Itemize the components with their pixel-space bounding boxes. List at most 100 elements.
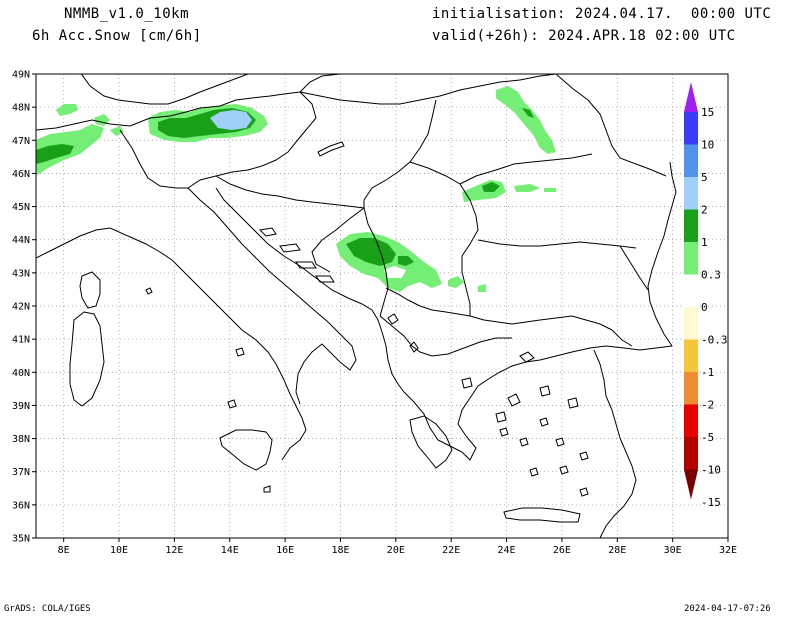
border <box>199 91 301 109</box>
snow-area-medium <box>346 238 396 266</box>
island <box>263 485 271 493</box>
colorbar-label: 5 <box>701 171 708 184</box>
colorbar-label: 2 <box>701 204 708 217</box>
island <box>227 399 237 409</box>
border <box>311 207 365 273</box>
colorbar-label: -0.3 <box>701 334 728 347</box>
colorbar-label: -1 <box>701 366 714 379</box>
colorbar-swatch <box>684 177 698 210</box>
lat-label: 39N <box>12 401 30 412</box>
coastline <box>593 349 637 538</box>
lon-label: 14E <box>221 545 239 556</box>
colorbar-arrow-top <box>684 82 698 112</box>
colorbar-swatch <box>684 274 698 307</box>
island <box>555 437 565 447</box>
lon-label: 26E <box>553 545 571 556</box>
colorbar-swatch <box>684 242 698 275</box>
lon-label: 8E <box>58 545 70 556</box>
graticule <box>36 74 728 538</box>
colorbar-label: -15 <box>701 496 721 509</box>
lat-label: 46N <box>12 169 30 180</box>
coastline <box>403 345 673 461</box>
colorbar: 15 10 5 2 1 0.3 0 -0.3 -1 -2 -5 -10 -15 <box>684 82 728 509</box>
island <box>499 427 509 437</box>
border <box>519 74 557 81</box>
island <box>579 487 589 497</box>
island <box>279 243 301 253</box>
colorbar-arrow-bottom <box>684 469 698 500</box>
snow-area-light <box>94 114 110 126</box>
snow-area-medium <box>522 108 534 118</box>
snow-area-light <box>544 188 556 192</box>
border <box>477 239 637 249</box>
colorbar-swatch <box>684 404 698 437</box>
snow-area-light <box>110 126 124 136</box>
field-title: 6h Acc.Snow [cm/6h] <box>32 28 202 44</box>
border <box>215 175 365 209</box>
snow-area-medium <box>398 256 414 266</box>
border <box>555 74 667 177</box>
border <box>299 79 521 105</box>
coastline <box>36 227 173 261</box>
island <box>295 261 317 269</box>
colorbar-label: 15 <box>701 106 714 119</box>
border <box>299 74 341 93</box>
colorbar-label: 1 <box>701 236 708 249</box>
island <box>559 465 569 475</box>
island <box>539 385 551 397</box>
colorbar-label: 10 <box>701 139 714 152</box>
coastline <box>647 161 677 347</box>
latitude-labels: 49N 48N 47N 46N 45N 44N 43N 42N 41N 40N 39N 38N 37N 3… <box>12 70 36 545</box>
colorbar-label: -5 <box>701 431 714 444</box>
lon-label: 20E <box>387 545 405 556</box>
colorbar-label: -2 <box>701 399 714 412</box>
border <box>119 129 188 189</box>
border <box>461 256 471 316</box>
lat-label: 36N <box>12 500 30 511</box>
island <box>258 227 277 237</box>
snow-area-light <box>478 284 486 292</box>
snow-area-light <box>448 276 464 288</box>
lon-label: 18E <box>331 545 349 556</box>
longitude-labels: 8E 10E 12E 14E 16E 18E 20E 22E 24E 26E 28E 30E 32E <box>58 538 737 556</box>
island <box>315 275 335 283</box>
island-sardinia <box>69 311 105 407</box>
border <box>611 329 633 347</box>
snow-area-medium <box>482 182 500 192</box>
island <box>145 287 153 295</box>
colorbar-swatch <box>684 437 698 470</box>
model-name: NMMB_v1.0_10km <box>64 6 190 22</box>
lon-label: 30E <box>664 545 682 556</box>
footer-timestamp: 2024-04-17-07:26 <box>684 604 771 614</box>
lat-label: 47N <box>12 136 30 147</box>
border <box>363 99 437 208</box>
island <box>507 393 521 407</box>
island <box>461 377 473 389</box>
lat-label: 35N <box>12 534 30 545</box>
island-sicily <box>219 429 273 471</box>
border <box>80 74 187 105</box>
lat-label: 40N <box>12 368 30 379</box>
coastline <box>171 259 307 461</box>
border <box>363 207 389 317</box>
snow-area-heavy <box>210 110 252 130</box>
border <box>185 74 249 99</box>
lat-label: 38N <box>12 434 30 445</box>
island <box>519 351 535 363</box>
coastline <box>187 187 357 405</box>
island <box>235 347 245 357</box>
snow-fields <box>36 86 556 292</box>
lon-label: 12E <box>165 545 183 556</box>
lat-label: 48N <box>12 103 30 114</box>
lat-label: 42N <box>12 302 30 313</box>
border <box>149 107 201 119</box>
island <box>579 451 589 461</box>
colorbar-label: 0 <box>701 301 708 314</box>
island <box>567 397 579 409</box>
lon-label: 10E <box>110 545 128 556</box>
island-corsica <box>79 271 101 309</box>
colorbar-swatch <box>684 372 698 405</box>
valid-time: valid(+26h): 2024.APR.18 02:00 UTC <box>432 28 736 44</box>
island <box>539 417 549 427</box>
colorbar-swatch <box>684 307 698 340</box>
